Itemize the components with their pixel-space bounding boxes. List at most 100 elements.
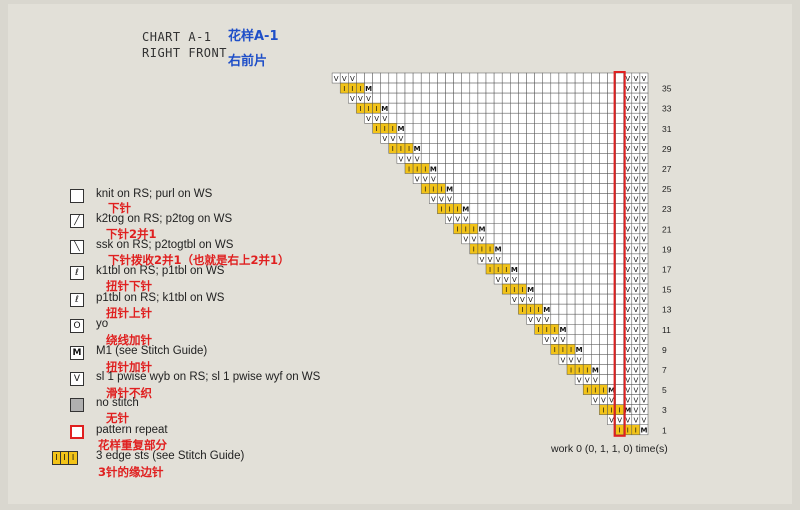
stitch-cell [574,283,584,295]
stitch-symbol: V [633,95,638,103]
legend-label: pattern repeat [96,424,168,436]
stitch-cell [461,183,471,194]
stitch-symbol: V [593,396,598,404]
row-number: 15 [662,285,672,295]
legend-label: k2tog on RS; p2tog on WS [96,213,233,225]
stitch-cell [615,293,624,305]
stitch-cell [493,72,503,84]
stitch-cell [566,102,576,114]
stitch-cell [574,133,584,144]
stitch-symbol: M [576,346,583,354]
stitch-cell [615,82,624,94]
stitch-cell [550,243,560,255]
stitch-symbol: V [488,256,493,264]
stitch-symbol: V [350,95,355,103]
stitch-symbol: V [382,115,387,123]
stitch-cell [574,143,584,154]
stitch-cell [599,203,608,214]
stitch-cell [558,273,568,285]
stitch-symbol: V [625,195,630,203]
stitch-symbol: I [554,326,556,334]
stitch-cell [453,72,462,84]
stitch-symbol: V [633,386,638,394]
stitch-cell [469,173,479,184]
stitch-cell [477,153,487,164]
stitch-symbol: V [463,236,468,244]
stitch-cell [550,253,560,265]
stitch-cell [469,72,479,84]
stitch-cell [534,243,543,255]
stitch-symbol: V [625,246,630,254]
stitch-cell [510,253,519,265]
stitch-symbol: V [625,296,630,304]
stitch-cell [558,213,568,224]
stitch-cell [558,313,568,325]
stitch-symbol: M [592,366,599,374]
stitch-cell [518,153,527,164]
stitch-symbol: V [569,356,574,364]
stitch-symbol: M [381,105,388,113]
stitch-cell [582,313,592,325]
stitch-symbol: V [642,266,647,274]
row-number: 7 [662,365,667,375]
stitch-symbol: I [570,366,572,374]
stitch-symbol: V [642,286,647,294]
stitch-cell [388,92,398,104]
stitch-cell [558,183,568,194]
stitch-symbol: M [495,246,502,254]
stitch-symbol: I [586,386,588,394]
stitch-cell [558,72,568,84]
stitch-cell [518,263,527,275]
stitch-symbol: V [642,417,647,425]
stitch-cell [469,153,479,164]
stitch-symbol: V [625,236,630,244]
stitch-symbol: I [449,206,451,214]
stitch-cell [615,364,624,375]
stitch-symbol: V [447,216,452,224]
stitch-cell [510,173,519,184]
stitch-cell [582,163,592,174]
stitch-symbol: V [585,376,590,384]
stitch-symbol: I [359,105,361,113]
stitch-symbol: V [625,417,630,425]
stitch-cell [615,303,624,315]
stitch-cell [615,283,624,295]
stitch-cell [493,82,503,94]
row-number: 21 [662,224,672,234]
stitch-cell [404,112,414,124]
stitch-cell [510,133,519,144]
stitch-cell [534,293,543,305]
stitch-cell [501,153,511,164]
stitch-cell [615,313,624,325]
stitch-cell [453,133,462,144]
stitch-cell [429,112,438,124]
stitch-cell [518,273,527,285]
stitch-symbol: M [640,427,647,435]
stitch-cell [501,203,511,214]
stitch-symbol: I [457,226,459,234]
stitch-cell [461,163,471,174]
stitch-cell [453,153,462,164]
stitch-symbol: V [642,95,647,103]
stitch-symbol: V [633,206,638,214]
stitch-cell [574,173,584,184]
stitch-symbol: M [559,326,566,334]
stitch-cell [380,82,390,94]
m1-symbol-icon: M [70,346,84,360]
stitch-symbol: I [489,266,491,274]
stitch-cell [591,354,600,365]
stitch-symbol: V [625,256,630,264]
stitch-cell [469,143,479,154]
stitch-cell [599,82,608,94]
stitch-cell [429,143,438,154]
stitch-cell [469,213,479,224]
stitch-cell [591,123,600,134]
stitch-cell [493,143,503,154]
stitch-cell [550,92,560,104]
stitch-cell [429,82,438,94]
stitch-cell [582,183,592,194]
stitch-cell [591,82,600,94]
stitch-cell [550,293,560,305]
yo-symbol-icon: O [70,319,84,333]
stitch-cell [396,72,406,84]
